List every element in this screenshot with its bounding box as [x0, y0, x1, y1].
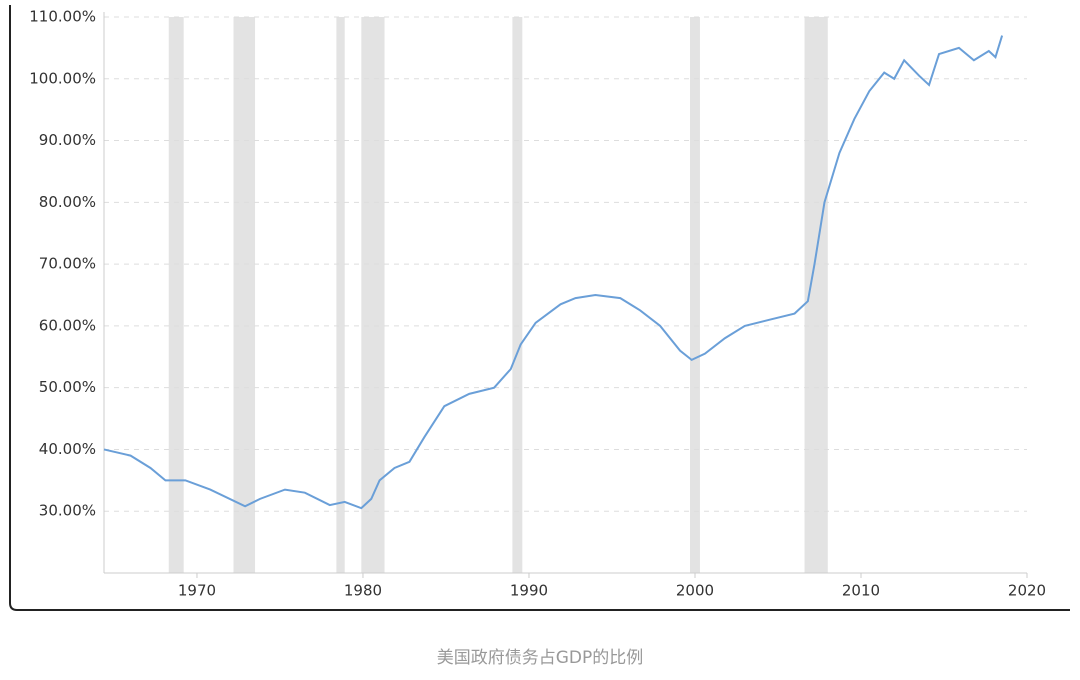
recession-band	[168, 17, 184, 573]
x-tick-label: 1970	[178, 582, 216, 600]
y-tick-label: 90.00%	[39, 131, 96, 149]
x-tick-label: 2000	[676, 582, 714, 600]
x-tick-label: 2010	[842, 582, 880, 600]
y-tick-label: 60.00%	[39, 316, 96, 334]
recession-band	[336, 17, 345, 573]
recession-band	[233, 17, 256, 573]
data-line	[103, 35, 1004, 510]
y-tick-label: 50.00%	[39, 378, 96, 396]
recession-band	[804, 17, 828, 573]
x-tick-label: 2020	[1008, 582, 1046, 600]
y-tick-label: 70.00%	[39, 255, 96, 273]
y-tick-label: 30.00%	[39, 502, 96, 520]
recession-band	[512, 17, 523, 573]
recession-band	[690, 17, 700, 573]
recession-band	[361, 17, 385, 573]
x-tick-label: 1980	[344, 582, 382, 600]
y-tick-label: 110.00%	[29, 8, 96, 26]
y-tick-label: 100.00%	[29, 69, 96, 87]
y-tick-label: 40.00%	[39, 440, 96, 458]
caption: 美国政府债务占GDP的比例	[437, 648, 644, 668]
x-tick-label: 1990	[510, 582, 548, 600]
frame	[9, 5, 1070, 611]
y-tick-label: 80.00%	[39, 193, 96, 211]
